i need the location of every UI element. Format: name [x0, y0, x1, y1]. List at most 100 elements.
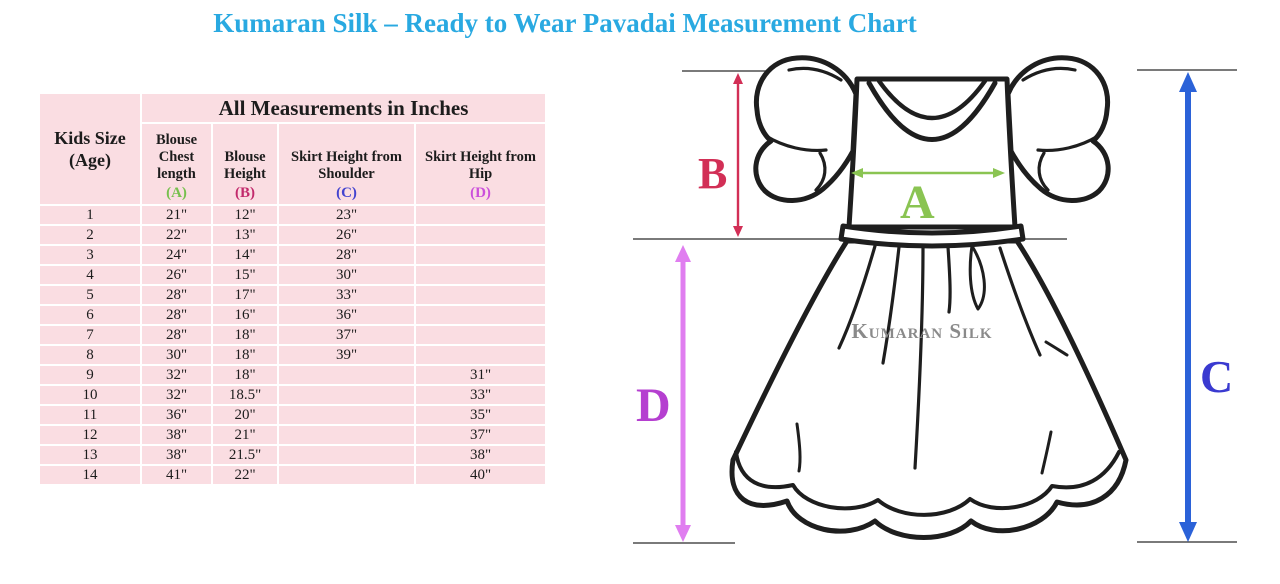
blouse-height-cell: 12" — [211, 204, 279, 226]
table-row: 6 28" 16" 36" — [38, 304, 547, 326]
label-a: A — [900, 176, 935, 229]
chest-cell: 26" — [140, 264, 213, 286]
table-row: 12 38" 21" 37" — [38, 424, 547, 446]
blouse-height-cell: 15" — [211, 264, 279, 286]
skirt-hip-cell: 40" — [414, 464, 547, 486]
skirt-hip-cell: 35" — [414, 404, 547, 426]
chest-cell: 41" — [140, 464, 213, 486]
chest-cell: 36" — [140, 404, 213, 426]
letter-d-badge: (D) — [470, 185, 491, 201]
skirt-shoulder-cell: 33" — [277, 284, 416, 306]
blouse-height-cell: 18" — [211, 344, 279, 366]
skirt-hip-cell — [414, 324, 547, 346]
table-row: 10 32" 18.5" 33" — [38, 384, 547, 406]
table-row: 13 38" 21.5" 38" — [38, 444, 547, 466]
blouse-height-cell: 17" — [211, 284, 279, 306]
skirt-shoulder-cell — [277, 364, 416, 386]
skirt-shoulder-cell — [277, 404, 416, 426]
skirt-shoulder-cell: 39" — [277, 344, 416, 366]
skirt-shoulder-cell: 23" — [277, 204, 416, 226]
column-header-blouse-height: Blouse Height (B) — [211, 122, 279, 206]
chest-cell: 30" — [140, 344, 213, 366]
label-b: B — [698, 149, 727, 198]
table-row: 11 36" 20" 35" — [38, 404, 547, 426]
table-row: 8 30" 18" 39" — [38, 344, 547, 366]
skirt-shoulder-cell: 28" — [277, 244, 416, 266]
table-row: 3 24" 14" 28" — [38, 244, 547, 266]
age-cell: 14 — [38, 464, 142, 486]
chest-cell: 24" — [140, 244, 213, 266]
chest-cell: 28" — [140, 284, 213, 306]
age-cell: 5 — [38, 284, 142, 306]
span-header: All Measurements in Inches — [140, 92, 547, 124]
table-row: 14 41" 22" 40" — [38, 464, 547, 486]
column-header-blouse-chest: Blouse Chest length (A) — [140, 122, 213, 206]
age-cell: 7 — [38, 324, 142, 346]
skirt-shoulder-cell — [277, 384, 416, 406]
letter-b-badge: (B) — [235, 185, 255, 201]
skirt-hip-cell — [414, 204, 547, 226]
arrow-b — [733, 73, 743, 237]
blouse-height-cell: 18" — [211, 324, 279, 346]
skirt-hip-cell: 37" — [414, 424, 547, 446]
column-header-skirt-shoulder: Skirt Height from Shoulder (C) — [277, 122, 416, 206]
chest-cell: 28" — [140, 324, 213, 346]
skirt-hip-cell — [414, 264, 547, 286]
corner-header-line1: Kids Size — [54, 127, 126, 148]
watermark-text: Kumaran Silk — [851, 319, 992, 343]
table-row: 1 21" 12" 23" — [38, 204, 547, 226]
skirt-shoulder-cell — [277, 464, 416, 486]
dress-drawing: Kumaran Silk — [729, 55, 1129, 540]
skirt-shoulder-cell — [277, 424, 416, 446]
blouse-height-cell: 21" — [211, 424, 279, 446]
measurement-table: Kids Size (Age) All Measurements in Inch… — [38, 92, 547, 486]
table-body: 1 21" 12" 23" 2 22" 13" 26" 3 24" 14" 28… — [38, 204, 547, 486]
skirt-hip-cell — [414, 244, 547, 266]
blouse-height-cell: 16" — [211, 304, 279, 326]
blouse-height-cell: 13" — [211, 224, 279, 246]
table-row: 4 26" 15" 30" — [38, 264, 547, 286]
letter-c-badge: (C) — [336, 185, 357, 201]
chest-cell: 21" — [140, 204, 213, 226]
blouse-height-cell: 20" — [211, 404, 279, 426]
age-cell: 1 — [38, 204, 142, 226]
chest-cell: 38" — [140, 444, 213, 466]
arrow-a — [851, 168, 1005, 178]
skirt-shoulder-cell: 36" — [277, 304, 416, 326]
table-row: 9 32" 18" 31" — [38, 364, 547, 386]
skirt-hip-cell: 31" — [414, 364, 547, 386]
corner-header: Kids Size (Age) — [38, 92, 142, 206]
age-cell: 9 — [38, 364, 142, 386]
chest-cell: 32" — [140, 364, 213, 386]
label-c: C — [1200, 351, 1233, 402]
skirt-hip-cell: 38" — [414, 444, 547, 466]
skirt-shoulder-cell: 30" — [277, 264, 416, 286]
arrow-d — [675, 245, 691, 542]
chest-cell: 22" — [140, 224, 213, 246]
chest-cell: 32" — [140, 384, 213, 406]
label-d: D — [636, 379, 671, 432]
age-cell: 10 — [38, 384, 142, 406]
age-cell: 13 — [38, 444, 142, 466]
blouse-height-cell: 18" — [211, 364, 279, 386]
skirt-shoulder-cell: 37" — [277, 324, 416, 346]
age-cell: 12 — [38, 424, 142, 446]
skirt-shoulder-cell: 26" — [277, 224, 416, 246]
dress-diagram: Kumaran Silk B A D C — [630, 50, 1280, 584]
skirt-shoulder-cell — [277, 444, 416, 466]
age-cell: 4 — [38, 264, 142, 286]
table-row: 5 28" 17" 33" — [38, 284, 547, 306]
corner-header-line2: (Age) — [69, 150, 111, 170]
page-title: Kumaran Silk – Ready to Wear Pavadai Mea… — [213, 8, 917, 38]
skirt-hip-cell — [414, 304, 547, 326]
skirt-hip-cell: 33" — [414, 384, 547, 406]
table-row: 7 28" 18" 37" — [38, 324, 547, 346]
blouse-height-cell: 14" — [211, 244, 279, 266]
arrow-c — [1179, 72, 1197, 542]
blouse-height-cell: 22" — [211, 464, 279, 486]
chest-cell: 28" — [140, 304, 213, 326]
skirt-hip-cell — [414, 224, 547, 246]
blouse-height-cell: 18.5" — [211, 384, 279, 406]
age-cell: 3 — [38, 244, 142, 266]
